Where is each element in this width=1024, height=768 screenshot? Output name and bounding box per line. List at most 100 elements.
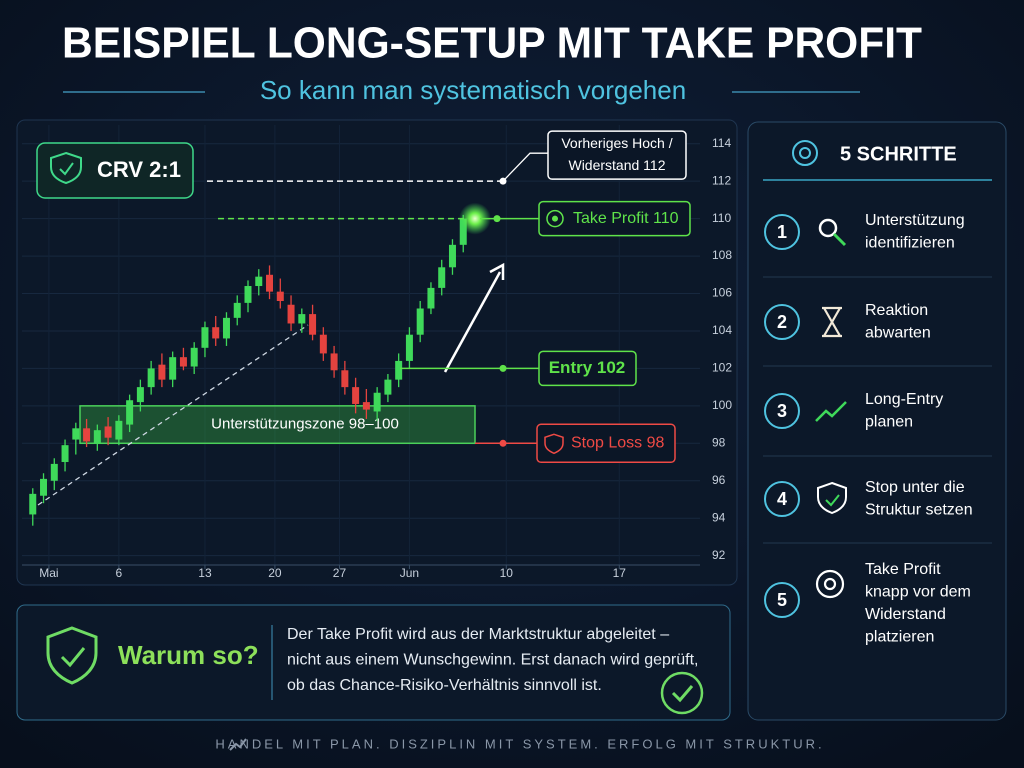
level-box [538,350,637,387]
candle-body [93,430,101,444]
step-badge [764,481,800,517]
candle-body [330,353,338,371]
candle-body [169,357,177,380]
step-icon [823,577,837,591]
step-icon [832,232,847,247]
x-tick-label: Mai [39,566,58,580]
candle-body [179,357,187,367]
candle-body [147,368,155,388]
steps: 5 SCHRITTE 1 Unterstützung identifizieren 2 R… [763,140,992,646]
step-text: knapp vor dem [865,584,971,601]
candle-body [222,317,230,339]
candle-body [405,334,413,361]
check-icon [60,647,86,668]
step-number: 1 [777,222,787,242]
arrow-head [489,262,505,280]
candle-body [395,360,403,380]
note-panel [16,604,731,721]
candle-body [126,400,134,425]
shield-icon [544,433,564,455]
step-text: platzieren [865,629,934,646]
candle-body [83,428,91,442]
candle-body [341,370,349,388]
candle-body [201,327,209,348]
title-icon [799,147,811,159]
step-icon [815,401,847,422]
zone-label: Unterstützungszone 98–100 [211,416,399,433]
step-text: Unterstützung [865,212,965,229]
target-icon [546,209,564,228]
step-badge [764,582,800,618]
step-text: Struktur setzen [865,502,973,519]
candle-body [40,478,48,496]
level-label: Take Profit 110 [573,210,679,227]
check-badge [660,671,704,715]
y-tick-label: 96 [712,473,726,487]
y-tick-label: 102 [712,361,732,375]
y-tick-label: 106 [712,286,732,300]
check-icon [59,162,74,176]
candle-body [212,327,220,339]
candle-body [115,420,123,440]
candle-body [438,267,446,288]
steps-title: 5 SCHRITTE [840,143,957,165]
note-text: nicht aus einem Wunschgewinn. Erst danac… [287,652,698,669]
candle-body [233,302,241,318]
step-text: Take Profit [865,561,941,578]
note-title: Warum so? [118,640,259,670]
candle-body [244,286,252,303]
candle-body [136,387,144,403]
title: BEISPIEL LONG-SETUP MIT TAKE PROFIT [62,19,922,68]
subtitle: So kann man systematisch vorgehen [260,75,686,105]
candle-body [352,387,360,404]
candle-body [287,304,295,324]
step-number: 3 [777,401,787,421]
y-tick-label: 100 [712,398,732,412]
shield-icon [50,151,82,185]
step-text: Widerstand [865,606,946,623]
candle-body [190,347,198,367]
candle-body [50,463,58,481]
candle-body [384,379,392,395]
y-tick-label: 114 [712,136,731,150]
candle-body [29,493,37,515]
note-text: Der Take Profit wird aus der Marktstrukt… [287,626,669,643]
candle-body [427,287,435,309]
level-box [536,423,676,464]
steps-panel [747,121,1007,721]
step-icon [822,306,842,338]
y-tick-label: 110 [712,211,731,225]
step-number: 5 [777,590,787,610]
footer: HANDEL MIT PLAN. DISZIPLIN MIT SYSTEM. E… [215,736,824,751]
step-icon [825,494,840,507]
candle-body [319,334,327,354]
candle-body [104,426,112,438]
y-tick-label: 98 [712,435,726,449]
level-box [538,200,691,237]
shield-icon [46,626,98,685]
footer-icon [229,738,247,751]
level-label: Entry 102 [549,358,626,377]
y-tick-label: 92 [712,548,726,562]
candle-body [72,428,80,440]
candle-body [459,218,467,245]
step-text: Reaktion [865,302,928,319]
candle-body [266,274,274,292]
y-tick-label: 104 [712,323,732,337]
x-tick-label: 27 [333,566,347,580]
candle-body [298,314,306,324]
candle-body [373,392,381,412]
target-icon [552,215,558,222]
step-text: planen [865,414,913,431]
level-label: Stop Loss 98 [571,435,665,452]
candle-body [309,314,317,335]
step-icon [818,218,838,238]
level-box [547,130,687,180]
level-dot [499,364,507,372]
level-label: Vorheriges Hoch / [561,135,672,151]
step-number: 2 [777,312,787,332]
y-tick-label: 94 [712,510,726,524]
trend-line [37,324,309,506]
y-tick-label: 108 [712,248,732,262]
